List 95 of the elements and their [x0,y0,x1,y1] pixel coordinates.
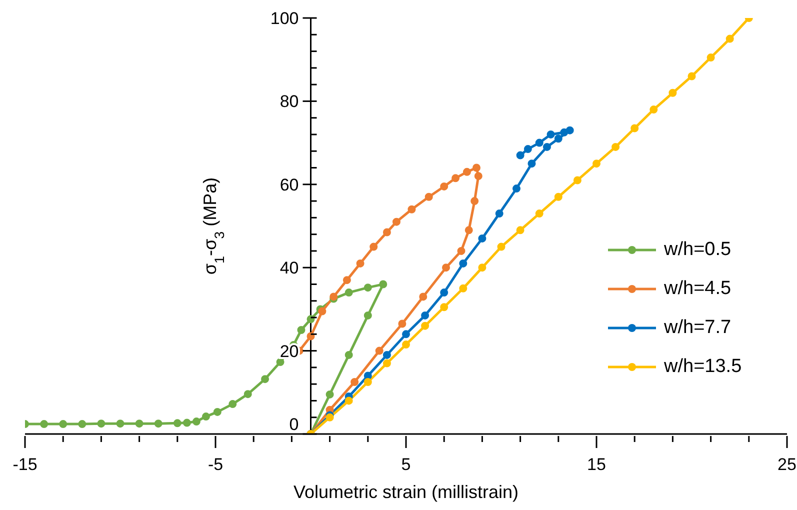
point [364,378,372,386]
point [457,246,466,255]
point [535,210,544,218]
point [116,420,124,428]
point [612,142,620,151]
legend-label: w/h=4.5 [664,278,732,300]
point [344,288,353,297]
point [356,259,364,268]
point [297,326,306,334]
point [202,412,210,421]
legend-label: w/h=13.5 [664,356,742,378]
point [535,138,544,147]
point [402,330,410,338]
point [650,106,658,114]
point [78,420,86,428]
point [726,34,734,43]
point [228,400,237,408]
y-tick-label: 100 [270,9,299,28]
point [478,264,486,272]
y-tick-label: 60 [280,175,299,194]
point [516,226,524,234]
point [135,420,144,428]
point [440,182,448,190]
point [478,234,486,242]
point [261,375,270,384]
point [462,168,471,176]
point [408,205,416,214]
point [382,228,391,236]
point [182,418,191,427]
point [382,359,391,368]
point [688,72,696,80]
point [440,303,448,312]
point [474,172,482,180]
point [464,226,473,234]
point [495,210,504,218]
point [592,160,600,168]
point [630,124,639,132]
point [276,358,284,366]
point [342,276,351,284]
point [421,322,430,330]
point [419,292,428,301]
point [472,164,480,172]
point [528,160,536,168]
point [375,346,384,355]
x-tick-label: -15 [12,455,38,474]
x-tick-label: -5 [208,455,224,474]
point [452,174,460,182]
point [546,130,555,138]
point [560,128,568,136]
point [244,390,252,398]
point [459,259,468,268]
point [554,134,562,143]
point [344,350,353,359]
point [364,284,372,292]
point [192,418,200,426]
point [440,288,448,297]
point [524,145,532,154]
y-tick-label: 0 [289,415,299,434]
y-tick-label: 40 [280,258,299,278]
x-tick-label: 5 [401,455,411,474]
point [350,378,359,386]
legend-label: w/h=0.5 [664,238,732,260]
point [364,311,372,320]
x-tick-label: 25 [778,455,796,474]
point [668,88,677,97]
point [542,142,551,151]
point [402,340,410,349]
point [344,396,353,405]
point [97,420,106,428]
point [421,311,430,320]
point [512,184,520,193]
point [516,151,524,160]
y-tick-label: 80 [280,92,299,112]
point [554,192,562,201]
point [326,390,334,398]
point [370,242,378,251]
point [573,176,582,184]
point [424,192,433,201]
point [40,420,48,428]
point [59,420,68,428]
point [442,264,450,272]
legend-label: w/h=7.7 [664,316,732,338]
point [173,419,182,428]
point [213,408,222,416]
point [706,54,715,62]
point [470,197,479,206]
x-tick-label: 15 [587,455,606,474]
point [379,280,388,288]
point [459,284,468,292]
point [392,218,400,226]
point [154,420,162,428]
x-axis-title: Volumetric strain (millistrain) [293,482,519,502]
point [497,242,506,251]
point [398,320,406,328]
point [382,350,391,359]
